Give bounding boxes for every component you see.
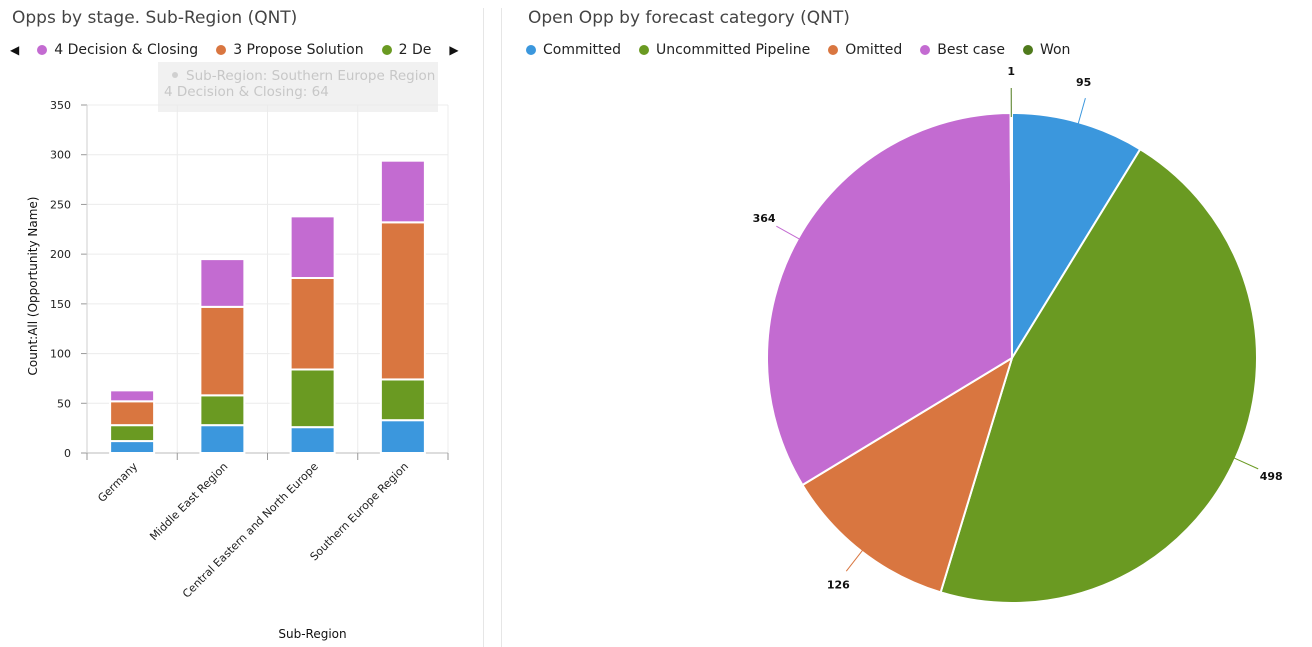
pie-chart-title: Open Opp by forecast category (QNT) (528, 8, 850, 28)
pie-leader-line (845, 547, 865, 572)
pie-value-label: 126 (827, 579, 850, 592)
legend-dot (828, 45, 839, 55)
legend-label: Committed (543, 42, 621, 58)
pie-leader-line (1231, 456, 1259, 470)
pie-leader-line (776, 225, 802, 241)
bar-segment (109, 424, 156, 443)
y-tick-label: 250 (50, 198, 71, 211)
y-tick-label: 150 (50, 298, 71, 311)
bar-segment (289, 426, 336, 454)
pie-leader-line (1077, 98, 1086, 127)
x-tick-label: Southern Europe Region (307, 460, 411, 564)
legend-item-committed[interactable]: Committed (526, 42, 621, 58)
legend-dot (920, 45, 931, 55)
bar-segment (109, 400, 156, 427)
legend-item-omitted[interactable]: Omitted (828, 42, 902, 58)
bar-chart-panel: Opps by stage. Sub-Region (QNT) ◀ 4 Deci… (0, 0, 484, 647)
legend-dot (381, 45, 392, 55)
pie-value-label: 1 (1007, 65, 1015, 78)
legend-item-best-case[interactable]: Best case (920, 42, 1005, 58)
y-tick-label: 200 (50, 248, 71, 261)
x-axis-title: Sub-Region (278, 627, 346, 641)
tooltip-line-2: 4 Decision & Closing: 64 (164, 84, 329, 100)
triangle-right-icon[interactable]: ▶ (449, 43, 459, 57)
x-tick-label: Germany (95, 460, 140, 505)
legend-label: Best case (937, 42, 1005, 58)
pie-chart-panel: Open Opp by forecast category (QNT) Comm… (502, 0, 1312, 647)
legend-dot (37, 45, 48, 55)
legend-item-uncommitted-pipeline[interactable]: Uncommitted Pipeline (638, 42, 811, 58)
bar-segment (289, 215, 336, 280)
bar-segment (199, 258, 246, 308)
triangle-left-icon[interactable]: ◀ (10, 43, 20, 57)
legend-dot (638, 45, 649, 55)
pie-value-label: 95 (1076, 76, 1091, 89)
bar-segment (109, 389, 156, 403)
legend-dot (526, 45, 536, 55)
y-tick-label: 50 (57, 397, 71, 410)
bar-segment (289, 368, 336, 429)
legend-label: 4 Decision & Closing (54, 42, 199, 58)
x-tick-label: Middle East Region (147, 460, 230, 543)
tooltip-bullet-icon (172, 72, 178, 78)
y-tick-label: 100 (50, 348, 71, 361)
y-tick-label: 0 (64, 447, 71, 460)
panel-divider (501, 8, 502, 647)
bar-chart-title: Opps by stage. Sub-Region (QNT) (12, 8, 298, 28)
bar-chart-legend: ◀ 4 Decision & Closing 3 Propose Solutio… (10, 42, 459, 58)
legend-label: 2 De (398, 42, 432, 58)
legend-label: Uncommitted Pipeline (655, 42, 811, 58)
legend-dot (216, 45, 227, 55)
chart-tooltip: Sub-Region: Southern Europe Region 4 Dec… (158, 62, 438, 112)
tooltip-line-1: Sub-Region: Southern Europe Region (186, 68, 436, 84)
bar-segment (199, 305, 246, 397)
bar-segment (199, 394, 246, 427)
panel-divider (483, 8, 484, 647)
legend-item-propose-solution[interactable]: 3 Propose Solution (216, 42, 364, 58)
bar-segment (379, 419, 426, 454)
y-axis-title: Count:All (Opportunity Name) (26, 197, 40, 376)
pie-chart-plot: 95 498 126 364 1 (753, 65, 1283, 604)
pie-value-label: 498 (1260, 470, 1283, 483)
bar-segment (379, 159, 426, 224)
legend-item-de[interactable]: 2 De (381, 42, 432, 58)
y-tick-label: 300 (50, 149, 71, 162)
bar-segment (379, 378, 426, 422)
legend-item-won[interactable]: Won (1022, 42, 1071, 58)
bar-segment (199, 424, 246, 455)
pie-chart-legend: Committed Uncommitted Pipeline Omitted B… (526, 42, 1088, 58)
y-tick-label: 350 (50, 99, 71, 112)
bar-segment (379, 221, 426, 381)
pie-value-label: 364 (753, 212, 776, 225)
bar-segment (289, 277, 336, 371)
legend-label: Omitted (845, 42, 903, 58)
pie-slice (1009, 111, 1013, 359)
legend-label: Won (1039, 42, 1071, 58)
bar-chart-plot: 0 50 100 150 200 250 300 350 Germany Middle East … (26, 99, 449, 641)
legend-dot (1022, 45, 1033, 55)
legend-item-decision-closing[interactable]: 4 Decision & Closing (37, 42, 198, 58)
bar-segment (109, 440, 156, 455)
legend-label: 3 Propose Solution (233, 42, 364, 58)
